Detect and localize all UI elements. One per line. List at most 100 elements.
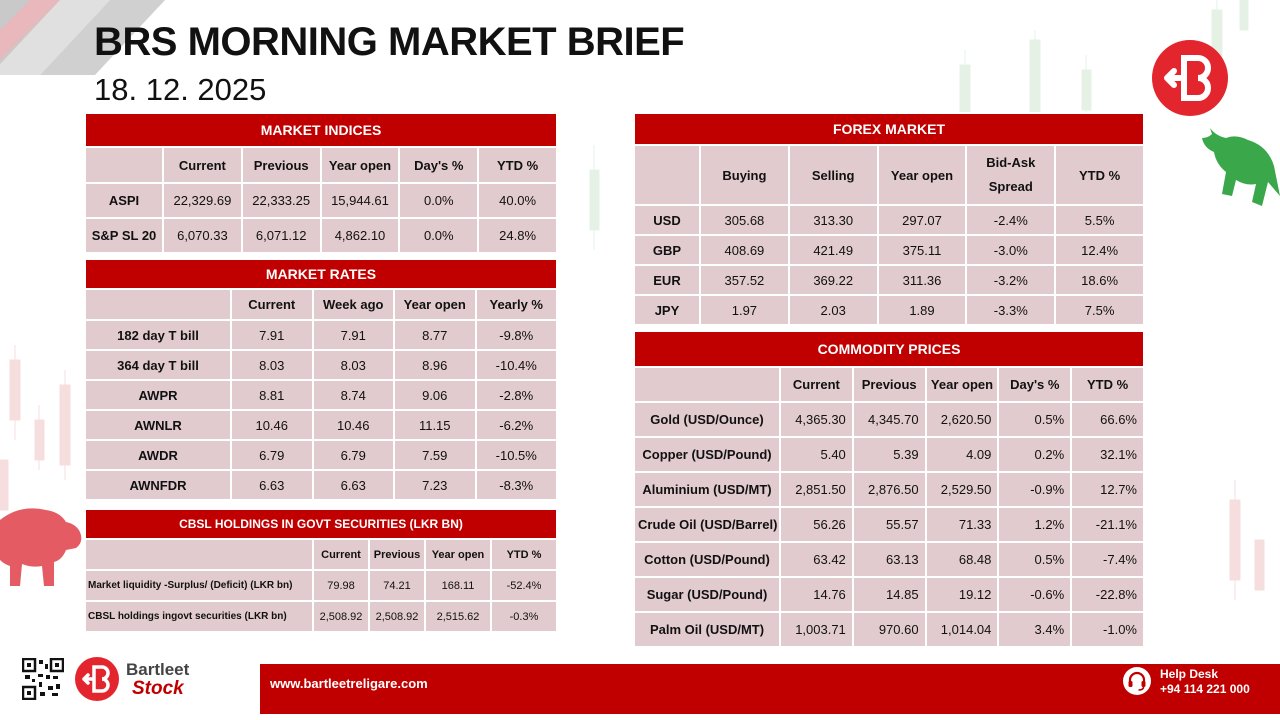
table-row: AWNFDR 6.63 6.63 7.23 -8.3% — [84, 469, 558, 501]
table-row: Cotton (USD/Pound) 63.42 63.13 68.48 0.5… — [633, 541, 1145, 578]
table-cell: 63.13 — [851, 541, 927, 578]
table-row: 364 day T bill 8.03 8.03 8.96 -10.4% — [84, 349, 558, 381]
table-row: GBP 408.69 421.49 375.11 -3.0% 12.4% — [633, 234, 1145, 266]
table-cell: 8.96 — [393, 349, 477, 381]
row-label: AWPR — [84, 379, 232, 411]
brand-name-top: Bartleet — [126, 660, 190, 679]
table-cell: 970.60 — [851, 611, 927, 648]
table-row: EUR 357.52 369.22 311.36 -3.2% 18.6% — [633, 264, 1145, 296]
table-cell: 7.91 — [230, 319, 314, 351]
table-cell: 2,515.62 — [424, 600, 492, 633]
table-cell: 8.77 — [393, 319, 477, 351]
table-cell: 0.0% — [398, 217, 480, 254]
table-cell: 11.15 — [393, 409, 477, 441]
table-cell: 10.46 — [311, 409, 395, 441]
column-header: Previous — [368, 538, 426, 571]
bartleet-stock-logo-icon — [75, 657, 119, 701]
table-row: 182 day T bill 7.91 7.91 8.77 -9.8% — [84, 319, 558, 351]
table-cell: -10.5% — [474, 439, 558, 471]
table-cell: -0.6% — [997, 576, 1073, 613]
table-row: Sugar (USD/Pound) 14.76 14.85 19.12 -0.6… — [633, 576, 1145, 613]
table-cell: 22,333.25 — [240, 182, 322, 219]
row-label: JPY — [633, 294, 701, 326]
website-link[interactable]: www.bartleetreligare.com — [270, 676, 428, 691]
table-cell: -1.0% — [1070, 611, 1145, 648]
helpdesk-phone-number[interactable]: +94 114 221 000 — [1160, 682, 1250, 696]
table-cell: 2,620.50 — [924, 401, 1000, 438]
row-label: EUR — [633, 264, 701, 296]
table-cell: 8.74 — [311, 379, 395, 411]
row-label: 364 day T bill — [84, 349, 232, 381]
forex-market-panel: FOREX MARKET Buying Selling Year open Bi… — [633, 112, 1145, 326]
table-cell: 6,071.12 — [240, 217, 322, 254]
table-cell: 79.98 — [312, 569, 370, 602]
column-header: YTD % — [477, 146, 558, 184]
table-cell: 2.03 — [787, 294, 879, 326]
row-label: CBSL holdings ingovt securities (LKR bn) — [84, 600, 314, 633]
row-label: AWDR — [84, 439, 232, 471]
market-rates-panel: MARKET RATES Current Week ago Year open … — [84, 258, 558, 501]
column-header: YTD % — [1054, 144, 1145, 206]
market-indices-title: MARKET INDICES — [84, 112, 558, 148]
corner-cell — [633, 366, 781, 403]
row-label: Sugar (USD/Pound) — [633, 576, 781, 613]
report-date: 18. 12. 2025 — [94, 72, 267, 107]
table-cell: 66.6% — [1070, 401, 1145, 438]
table-cell: 15,944.61 — [319, 182, 401, 219]
table-cell: 2,876.50 — [851, 471, 927, 508]
column-header: Current — [230, 288, 314, 321]
row-label: Copper (USD/Pound) — [633, 436, 781, 473]
table-cell: 2,508.92 — [312, 600, 370, 633]
table-cell: 19.12 — [924, 576, 1000, 613]
table-cell: 6,070.33 — [162, 217, 243, 254]
row-label: AWNLR — [84, 409, 232, 441]
table-cell: 68.48 — [924, 541, 1000, 578]
table-cell: 369.22 — [787, 264, 879, 296]
table-cell: 4,365.30 — [779, 401, 854, 438]
footer-bar — [0, 660, 1280, 720]
corner-stripes-decoration — [0, 0, 165, 75]
table-cell: -3.0% — [965, 234, 1057, 266]
column-header: Year open — [876, 144, 968, 206]
table-row: Crude Oil (USD/Barrel) 56.26 55.57 71.33… — [633, 506, 1145, 543]
table-cell: 12.4% — [1054, 234, 1145, 266]
table-cell: 7.5% — [1054, 294, 1145, 326]
table-cell: 14.85 — [851, 576, 927, 613]
corner-cell — [633, 144, 701, 206]
table-cell: 4,862.10 — [319, 217, 401, 254]
table-row: S&P SL 20 6,070.33 6,071.12 4,862.10 0.0… — [84, 217, 558, 254]
brand-name-bottom: Stock — [132, 678, 184, 699]
table-row: AWDR 6.79 6.79 7.59 -10.5% — [84, 439, 558, 471]
table-cell: 311.36 — [876, 264, 968, 296]
table-cell: -7.4% — [1070, 541, 1145, 578]
commodity-prices-title: COMMODITY PRICES — [633, 330, 1145, 368]
table-cell: -22.8% — [1070, 576, 1145, 613]
table-row: JPY 1.97 2.03 1.89 -3.3% 7.5% — [633, 294, 1145, 326]
headset-icon — [1123, 667, 1151, 695]
row-label: Palm Oil (USD/MT) — [633, 611, 781, 648]
table-cell: 375.11 — [876, 234, 968, 266]
table-cell: 3.4% — [997, 611, 1073, 648]
table-cell: 4,345.70 — [851, 401, 927, 438]
table-cell: -3.3% — [965, 294, 1057, 326]
table-cell: 2,529.50 — [924, 471, 1000, 508]
table-row: Palm Oil (USD/MT) 1,003.71 970.60 1,014.… — [633, 611, 1145, 648]
table-cell: 24.8% — [477, 217, 558, 254]
table-cell: 2,851.50 — [779, 471, 854, 508]
table-cell: 0.5% — [997, 401, 1073, 438]
table-row: Aluminium (USD/MT) 2,851.50 2,876.50 2,5… — [633, 471, 1145, 508]
table-cell: -2.8% — [474, 379, 558, 411]
market-rates-title: MARKET RATES — [84, 258, 558, 290]
row-label: Market liquidity -Surplus/ (Deficit) (LK… — [84, 569, 314, 602]
table-cell: 55.57 — [851, 506, 927, 543]
table-row: AWPR 8.81 8.74 9.06 -2.8% — [84, 379, 558, 411]
table-cell: 168.11 — [424, 569, 492, 602]
table-cell: 7.91 — [311, 319, 395, 351]
column-header: Selling — [787, 144, 879, 206]
column-header: Previous — [240, 146, 322, 184]
table-cell: 1,003.71 — [779, 611, 854, 648]
table-cell: 1.89 — [876, 294, 968, 326]
table-cell: 305.68 — [699, 204, 790, 236]
column-header: Current — [162, 146, 243, 184]
table-cell: 7.59 — [393, 439, 477, 471]
